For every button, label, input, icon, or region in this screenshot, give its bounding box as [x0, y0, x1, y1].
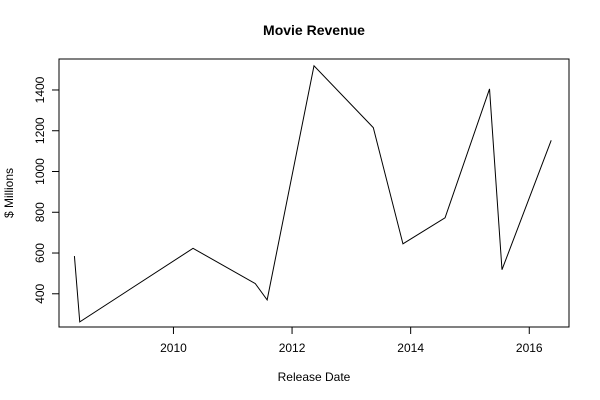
y-tick-label: 600 — [33, 243, 47, 263]
plot-box — [58, 58, 570, 328]
x-axis-ticks: 2010 2012 2014 2016 — [160, 327, 543, 355]
y-tick-label: 400 — [33, 283, 47, 303]
y-tick-label: 1200 — [33, 117, 47, 144]
chart-title: Movie Revenue — [263, 22, 365, 38]
data-points — [73, 64, 553, 323]
y-axis-ticks: 400 600 800 1000 1200 1400 — [33, 76, 59, 304]
x-tick-label: 2010 — [160, 341, 187, 355]
y-tick-label: 1400 — [33, 76, 47, 103]
x-axis-title: Release Date — [278, 370, 351, 384]
x-tick-label: 2014 — [397, 341, 424, 355]
x-tick-label: 2016 — [516, 341, 543, 355]
series-line — [73, 64, 552, 323]
x-tick-label: 2012 — [279, 341, 306, 355]
y-tick-label: 1000 — [33, 158, 47, 185]
y-axis-title: $ Millions — [2, 168, 16, 218]
y-tick-label: 800 — [33, 202, 47, 222]
